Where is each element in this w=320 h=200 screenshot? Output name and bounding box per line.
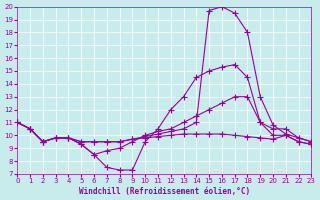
X-axis label: Windchill (Refroidissement éolien,°C): Windchill (Refroidissement éolien,°C) [79, 187, 250, 196]
